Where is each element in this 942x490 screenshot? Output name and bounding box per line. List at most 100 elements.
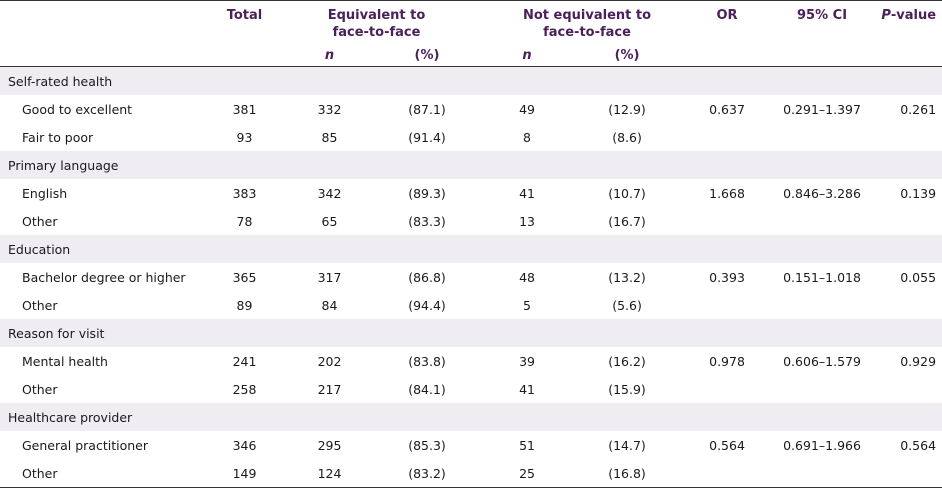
group-label: Primary language (0, 151, 942, 179)
cell-or: 0.564 (709, 437, 745, 453)
cell-ne-pct: (10.7) (608, 185, 646, 201)
cell-ci: 0.151–1.018 (783, 269, 861, 285)
cell-eq-pct: (85.3) (408, 437, 446, 453)
cell-ne-pct: (16.8) (572, 459, 683, 488)
cell-ne-n: 51 (519, 437, 535, 453)
cell-ne-n: 49 (519, 101, 535, 117)
cell-label: Other (22, 381, 58, 397)
cell-p: 0.139 (900, 185, 937, 201)
cell-ci: 0.291–1.397 (783, 101, 861, 117)
header-equivalent: Equivalent to face-to-face (287, 0, 483, 44)
cell-eq-n: 332 (317, 101, 342, 117)
cell-total: 383 (232, 185, 257, 201)
cell-total: 346 (232, 437, 257, 453)
cell-or: 0.393 (709, 269, 745, 285)
cell-label: General practitioner (22, 437, 148, 453)
cell-or (682, 291, 772, 319)
cell-p (872, 123, 942, 151)
group-row: Healthcare provider (0, 403, 942, 431)
cell-label: Fair to poor (22, 129, 94, 145)
cell-or (682, 375, 772, 403)
header-pvalue: P-value (872, 0, 942, 44)
cell-eq-pct: (83.2) (372, 459, 483, 488)
cell-or (682, 123, 772, 151)
cell-eq-n: 124 (287, 459, 372, 488)
cell-eq-n: 84 (321, 297, 338, 313)
cell-label: Mental health (22, 353, 108, 369)
cell-eq-pct: (87.1) (408, 101, 446, 117)
cell-eq-n: 317 (317, 269, 342, 285)
cell-ne-pct: (5.6) (612, 297, 642, 313)
sub-blank-3 (682, 44, 773, 67)
cell-total: 258 (232, 381, 257, 397)
cell-ne-pct: (12.9) (608, 101, 646, 117)
cell-p: 0.929 (900, 353, 937, 369)
group-label: Reason for visit (0, 319, 942, 347)
table-row: Other 78 65 (83.3) 13 (16.7) (0, 207, 942, 235)
cell-ne-pct: (13.2) (608, 269, 646, 285)
table-row: Other 149 124 (83.2) 25 (16.8) (0, 459, 942, 488)
group-label: Self-rated health (0, 66, 942, 95)
header-total: Total (202, 0, 287, 44)
cell-or (682, 459, 773, 488)
cell-label: Other (22, 297, 58, 313)
cell-eq-n: 295 (317, 437, 342, 453)
cell-ci (772, 207, 872, 235)
table-row: Fair to poor 93 85 (91.4) 8 (8.6) (0, 123, 942, 151)
cell-p (872, 207, 942, 235)
sub-blank-5 (872, 44, 942, 67)
cell-ne-pct: (14.7) (608, 437, 646, 453)
cell-eq-n: 217 (317, 381, 342, 397)
cell-p (872, 459, 942, 488)
cell-ne-n: 5 (523, 297, 531, 313)
sub-blank-4 (772, 44, 873, 67)
header-eq-n: n (287, 44, 372, 67)
cell-eq-pct: (84.1) (408, 381, 446, 397)
cell-total: 365 (232, 269, 257, 285)
group-row: Self-rated health (0, 66, 942, 95)
cell-eq-pct: (86.8) (408, 269, 446, 285)
cell-or: 0.637 (709, 101, 745, 117)
header-ne-pct: (%) (572, 44, 683, 67)
cell-ci: 0.606–1.579 (783, 353, 861, 369)
table-header: Total Equivalent to face-to-face Not equ… (0, 0, 942, 67)
cell-eq-pct: (83.3) (408, 213, 446, 229)
cell-eq-n: 202 (317, 353, 342, 369)
cell-ci (772, 459, 873, 488)
cell-ne-pct: (16.7) (608, 213, 646, 229)
table-body: Self-rated health Good to excellent 381 332… (0, 66, 942, 488)
cell-ne-n: 41 (519, 185, 535, 201)
cell-ci (772, 375, 872, 403)
header-pvalue-p: P (881, 8, 891, 23)
cell-ne-pct: (15.9) (608, 381, 646, 397)
group-label: Healthcare provider (0, 403, 942, 431)
table-row: Other 258 217 (84.1) 41 (15.9) (0, 375, 942, 403)
table-row: English 383 342 (89.3) 41 (10.7) 1.668 0.846–3.… (0, 179, 942, 207)
cell-total: 149 (202, 459, 287, 488)
header-not-equivalent: Not equivalent to face-to-face (482, 0, 683, 44)
cell-eq-n: 85 (321, 129, 338, 145)
cell-eq-n: 342 (317, 185, 342, 201)
cell-eq-pct: (94.4) (408, 297, 446, 313)
cell-p (872, 375, 942, 403)
table-row: Good to excellent 381 332 (87.1) 49 (12.9) 0.6… (0, 95, 942, 123)
cell-or: 0.978 (709, 353, 745, 369)
table-row: Mental health 241 202 (83.8) 39 (16.2) 0.978 0.… (0, 347, 942, 375)
cell-label: Bachelor degree or higher (22, 269, 186, 285)
cell-ci (772, 291, 872, 319)
cell-ne-n: 13 (519, 213, 535, 229)
cell-total: 241 (232, 353, 257, 369)
cell-or (682, 207, 772, 235)
cell-ne-n: 8 (523, 129, 531, 145)
cell-p: 0.564 (900, 437, 937, 453)
cell-total: 89 (236, 297, 253, 313)
cell-p (872, 291, 942, 319)
sub-blank-1 (0, 44, 202, 67)
cell-ci: 0.846–3.286 (783, 185, 861, 201)
sub-blank-2 (202, 44, 287, 67)
cell-total: 78 (236, 213, 253, 229)
cell-total: 93 (236, 129, 253, 145)
cell-label: Good to excellent (22, 101, 133, 117)
group-row: Reason for visit (0, 319, 942, 347)
